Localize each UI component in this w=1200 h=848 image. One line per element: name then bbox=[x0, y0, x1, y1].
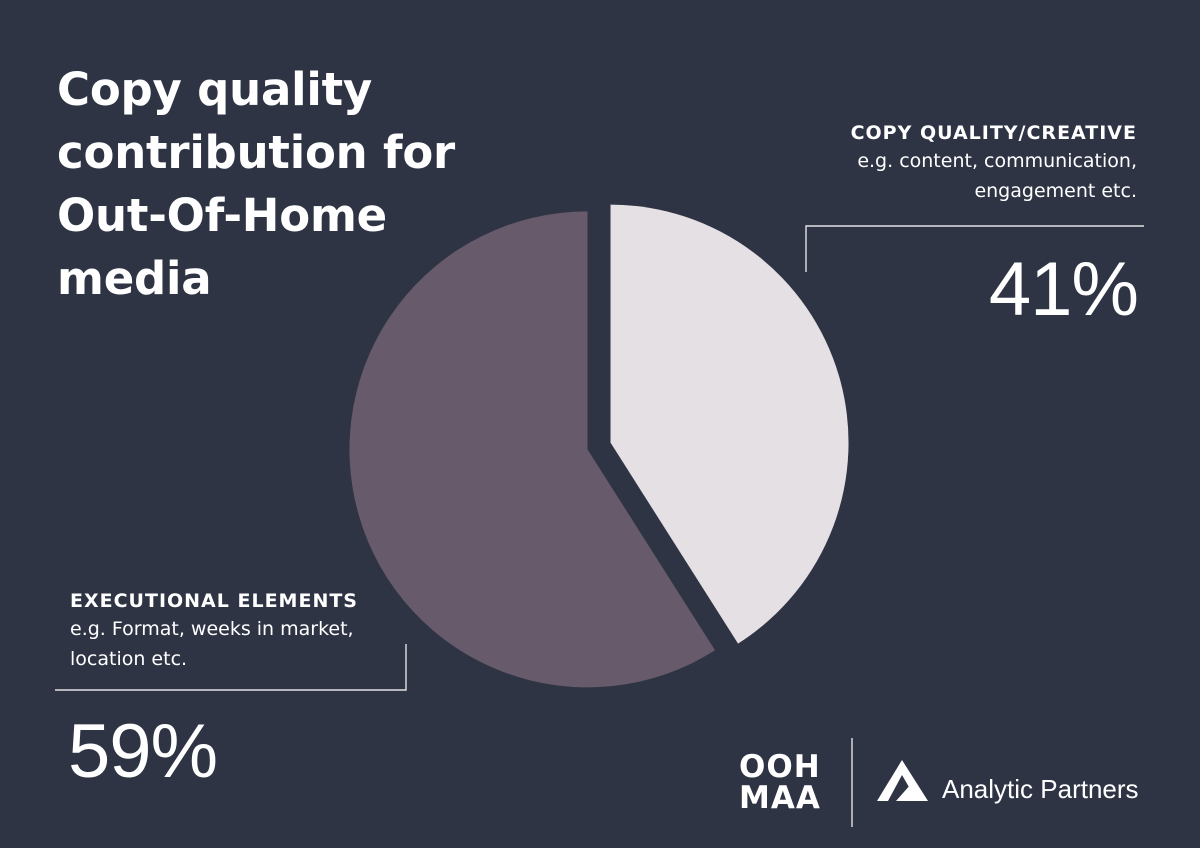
copy-quality-percentage: 41% bbox=[988, 247, 1139, 332]
chart-title: Copy quality contribution for Out-Of-Hom… bbox=[57, 58, 487, 310]
executional-desc-line-2: location etc. bbox=[70, 648, 188, 670]
pie-slice-copy-quality bbox=[610, 204, 849, 644]
title-line-3: Out-Of-Home bbox=[57, 189, 387, 242]
title-line-2: contribution for bbox=[57, 126, 456, 179]
executional-leader-line bbox=[55, 644, 407, 691]
title-line-4: media bbox=[57, 252, 212, 305]
title-line-1: Copy quality bbox=[57, 63, 373, 116]
oohmaa-logo-line-1: OOH bbox=[739, 749, 821, 785]
executional-percentage: 59% bbox=[68, 709, 218, 794]
pie-slice-executional bbox=[349, 211, 716, 688]
pie-chart bbox=[349, 204, 849, 688]
executional-label: EXECUTIONAL ELEMENTS e.g. Format, weeks … bbox=[70, 588, 358, 674]
analytic-partners-logo-text: Analytic Partners bbox=[942, 774, 1139, 804]
copy-quality-desc-line-2: engagement etc. bbox=[974, 180, 1137, 202]
executional-heading: EXECUTIONAL ELEMENTS bbox=[70, 590, 358, 612]
oohmaa-logo-line-2: MAA bbox=[739, 780, 821, 816]
oohmaa-logo: OOH MAA bbox=[739, 752, 821, 814]
copy-quality-desc-line-1: e.g. content, communication, bbox=[857, 150, 1137, 172]
copy-quality-label: COPY QUALITY/CREATIVE e.g. content, comm… bbox=[851, 120, 1137, 206]
copy-quality-heading: COPY QUALITY/CREATIVE bbox=[850, 122, 1137, 144]
executional-desc-line-1: e.g. Format, weeks in market, bbox=[70, 618, 354, 640]
analytic-partners-mountain-icon bbox=[877, 760, 928, 801]
copy-quality-leader-line bbox=[805, 225, 1144, 272]
